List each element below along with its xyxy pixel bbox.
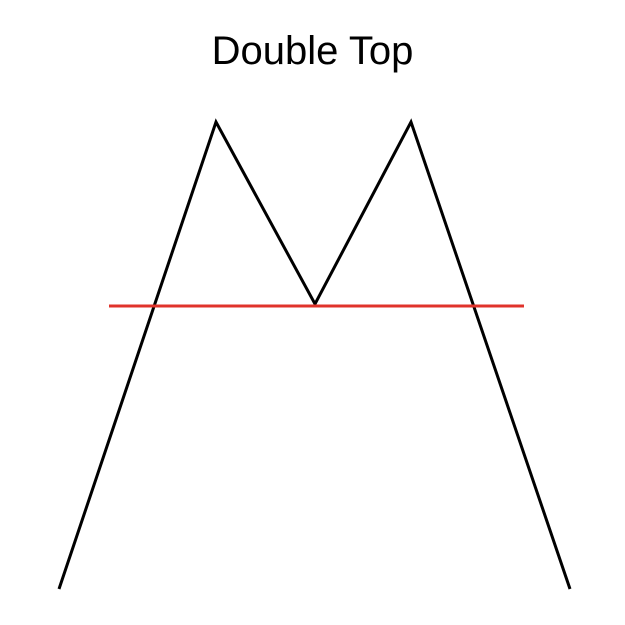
diagram-title: Double Top xyxy=(211,29,414,73)
price-path xyxy=(57,118,572,590)
